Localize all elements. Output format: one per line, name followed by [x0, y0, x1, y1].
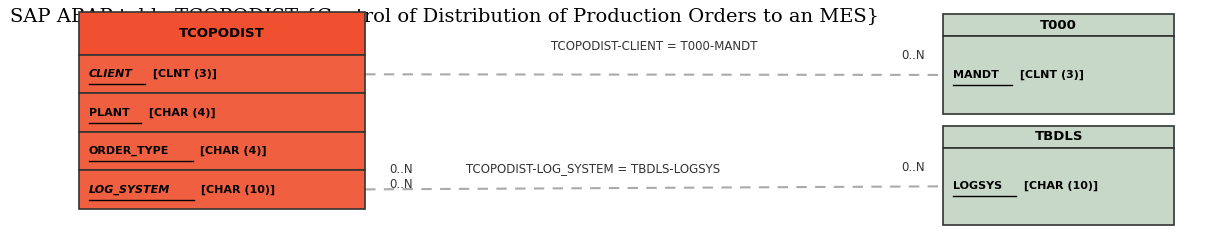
- Text: SAP ABAP table TCOPODIST {Control of Distribution of Production Orders to an MES: SAP ABAP table TCOPODIST {Control of Dis…: [10, 7, 879, 25]
- Bar: [943, 14, 1174, 36]
- Text: TCOPODIST-LOG_SYSTEM = TBDLS-LOGSYS: TCOPODIST-LOG_SYSTEM = TBDLS-LOGSYS: [466, 162, 720, 175]
- Text: MANDT: MANDT: [953, 70, 999, 80]
- Text: [CHAR (10)]: [CHAR (10)]: [197, 184, 275, 195]
- Text: 0..N: 0..N: [902, 50, 925, 63]
- Text: [CLNT (3)]: [CLNT (3)]: [1016, 70, 1084, 80]
- Text: TBDLS: TBDLS: [1034, 130, 1083, 143]
- Bar: [943, 147, 1174, 225]
- Text: PLANT: PLANT: [89, 108, 129, 118]
- Text: [CHAR (4)]: [CHAR (4)]: [145, 108, 215, 118]
- Text: ORDER_TYPE: ORDER_TYPE: [89, 146, 169, 156]
- Bar: [79, 93, 365, 132]
- Text: CLIENT: CLIENT: [89, 69, 133, 79]
- Text: LOGSYS: LOGSYS: [953, 181, 1002, 191]
- Text: 0..N: 0..N: [389, 178, 413, 191]
- Text: [CLNT (3)]: [CLNT (3)]: [150, 69, 217, 79]
- Text: TCOPODIST: TCOPODIST: [179, 27, 265, 40]
- Text: TCOPODIST-CLIENT = T000-MANDT: TCOPODIST-CLIENT = T000-MANDT: [551, 40, 757, 53]
- Text: [CHAR (10)]: [CHAR (10)]: [1020, 181, 1098, 191]
- Bar: [943, 36, 1174, 114]
- Text: 0..N: 0..N: [902, 161, 925, 174]
- Text: LOG_SYSTEM: LOG_SYSTEM: [89, 184, 170, 195]
- Bar: [79, 170, 365, 209]
- Bar: [79, 12, 365, 55]
- Text: T000: T000: [1041, 19, 1077, 32]
- Bar: [943, 126, 1174, 147]
- Text: 0..N: 0..N: [389, 163, 413, 176]
- Text: [CHAR (4)]: [CHAR (4)]: [196, 146, 267, 156]
- Bar: [79, 55, 365, 93]
- Bar: [79, 132, 365, 170]
